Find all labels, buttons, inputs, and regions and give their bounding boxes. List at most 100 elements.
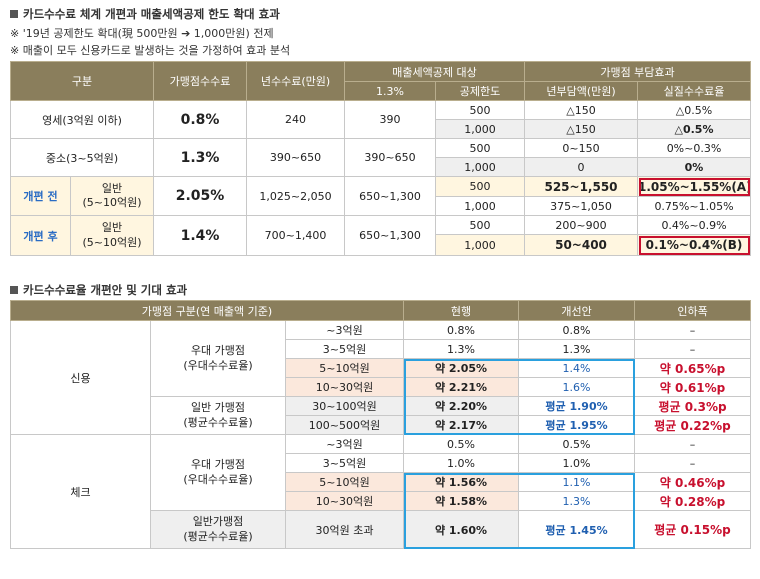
row-net: △150 <box>524 119 638 139</box>
proposal: 1.1% <box>518 472 636 492</box>
row-limit: 1,000 <box>435 119 525 139</box>
row-annual: 390~650 <box>246 138 345 177</box>
header-deduction-limit: 공제한도 <box>435 81 525 101</box>
current: 약 1.60% <box>403 510 520 549</box>
row-limit: 1,000 <box>435 234 525 256</box>
table-row: 1,000 △150 △0.5% <box>11 119 751 139</box>
range: 3~5억원 <box>284 339 405 359</box>
row-fee: 1.4% <box>153 215 247 256</box>
table-row: 개편 전 일반 (5~10억원) 2.05% 1,025~2,050 650~1… <box>10 176 751 216</box>
square-bullet-icon <box>10 286 18 294</box>
fee-effect-table: 구분 가맹점수수료 년수수료(만원) 매출세액공제 대상 가맹점 부담효과 1.… <box>10 61 751 256</box>
proposal: 평균 1.90% <box>518 396 636 416</box>
row-eff: △0.5% <box>637 119 751 139</box>
row-label-after: 개편 후 <box>10 215 71 256</box>
row-annual: 700~1,400 <box>246 215 345 256</box>
check-preferred: 우대 가맹점 (우대수수료율) <box>150 434 286 511</box>
row-group: 일반 (5~10억원) <box>70 176 154 216</box>
table-row: 3~5억원 1.3% 1.3% – <box>11 339 752 359</box>
table-row: 10~30억원 약 2.21% 1.6% 약 0.61%p <box>11 377 752 397</box>
row-eff: △0.5% <box>637 100 751 120</box>
current: 약 1.56% <box>403 472 520 492</box>
note-2: ※ 매출이 모두 신용카드로 발생하는 것을 가정하여 효과 분석 <box>10 44 291 57</box>
cut: – <box>634 320 752 340</box>
section1-title: 카드수수료 체계 개편과 매출세액공제 한도 확대 효과 <box>10 6 280 22</box>
cut: 약 0.61%p <box>634 377 752 397</box>
square-bullet-icon <box>10 10 18 18</box>
row-fee: 0.8% <box>153 100 247 139</box>
header-proposal: 개선안 <box>518 300 636 321</box>
table-row: 신용 우대 가맹점 (우대수수료율) ~3억원 0.8% 0.8% – <box>10 320 752 435</box>
row-net: 0 <box>524 157 638 177</box>
cut: 평균 0.15%p <box>634 510 752 549</box>
row-eff: 0.4%~0.9% <box>637 215 751 235</box>
row-eff: 0.75%~1.05% <box>637 196 751 216</box>
current: 1.0% <box>403 453 520 473</box>
range: 10~30억원 <box>284 491 405 511</box>
proposal: 평균 1.45% <box>518 510 636 549</box>
row-deduction: 390~650 <box>344 138 436 177</box>
row-net: 200~900 <box>524 215 638 235</box>
table-row: 영세(3억원 이하) 0.8% 240 390 500 △150 △0.5% <box>10 100 751 139</box>
check-general: 일반가맹점 (평균수수료율) <box>150 510 286 549</box>
table-row: 3~5억원 1.0% 1.0% – <box>11 453 752 473</box>
header-annual: 년수수료(만원) <box>246 61 345 101</box>
row-label-before: 개편 전 <box>10 176 71 216</box>
row-net: 525~1,550 <box>524 176 638 197</box>
header-group: 가맹점 구분(연 매출액 기준) <box>9 300 405 321</box>
table-row: 개편 후 일반 (5~10억원) 1.4% 700~1,400 650~1,30… <box>10 215 751 256</box>
range: 5~10억원 <box>284 358 405 378</box>
row-limit: 500 <box>435 215 525 235</box>
row-net: △150 <box>524 100 638 120</box>
table-row: 1,000 50~400 0.1%~0.4%(B) <box>11 234 751 256</box>
range: ~3억원 <box>284 320 405 340</box>
row-limit: 1,000 <box>435 157 525 177</box>
proposal: 1.3% <box>518 491 636 511</box>
range: ~3억원 <box>284 434 405 454</box>
header-group: 구분 <box>10 61 154 101</box>
current: 약 2.17% <box>403 415 520 435</box>
current: 1.3% <box>403 339 520 359</box>
section2-title: 카드수수료율 개편안 및 기대 효과 <box>10 282 187 298</box>
row-net: 50~400 <box>524 234 638 256</box>
row-group: 중소(3~5억원) <box>10 138 154 177</box>
table-row: 중소(3~5억원) 1.3% 390~650 390~650 500 0~150… <box>10 138 751 177</box>
current: 약 2.21% <box>403 377 520 397</box>
header-burden: 가맹점 부담효과 <box>524 61 751 82</box>
header-cut: 인하폭 <box>634 300 752 321</box>
range: 30억원 초과 <box>284 510 405 549</box>
row-annual: 240 <box>246 100 345 139</box>
proposal: 0.5% <box>518 434 636 454</box>
header-current: 현행 <box>403 300 520 321</box>
row-annual: 1,025~2,050 <box>246 176 345 216</box>
range: 100~500억원 <box>284 415 405 435</box>
proposal: 평균 1.95% <box>518 415 636 435</box>
current: 0.8% <box>403 320 520 340</box>
header-fee: 가맹점수수료 <box>153 61 247 101</box>
row-deduction: 390 <box>344 100 436 139</box>
row-eff-b: 0.1%~0.4%(B) <box>637 234 751 256</box>
range: 5~10억원 <box>284 472 405 492</box>
cut: – <box>634 339 752 359</box>
row-fee: 2.05% <box>153 176 247 216</box>
range: 10~30억원 <box>284 377 405 397</box>
table-row: 일반가맹점 (평균수수료율) 30억원 초과 약 1.60% 평균 1.45% … <box>11 510 752 549</box>
note-1: ※ '19년 공제한도 확대(現 500만원 ➔ 1,000만원) 전제 <box>10 27 274 40</box>
cut: 평균 0.3%p <box>634 396 752 416</box>
check-label: 체크 <box>10 434 151 549</box>
current: 0.5% <box>403 434 520 454</box>
row-eff: 0% <box>637 157 751 177</box>
header-net-burden: 년부담액(만원) <box>524 81 638 101</box>
fee-proposal-table: 가맹점 구분(연 매출액 기준) 현행 개선안 인하폭 신용 우대 가맹점 (우… <box>9 300 752 549</box>
row-net: 375~1,050 <box>524 196 638 216</box>
current: 약 1.58% <box>403 491 520 511</box>
row-limit: 500 <box>435 138 525 158</box>
row-eff: 0%~0.3% <box>637 138 751 158</box>
row-group: 영세(3억원 이하) <box>10 100 154 139</box>
proposal: 1.0% <box>518 453 636 473</box>
table-row: 5~10억원 약 2.05% 1.4% 약 0.65%p <box>11 358 752 378</box>
current: 약 2.20% <box>403 396 520 416</box>
row-limit: 500 <box>435 100 525 120</box>
credit-general: 일반 가맹점 (평균수수료율) <box>150 396 286 435</box>
table-row: 100~500억원 약 2.17% 평균 1.95% 평균 0.22%p <box>11 415 752 435</box>
